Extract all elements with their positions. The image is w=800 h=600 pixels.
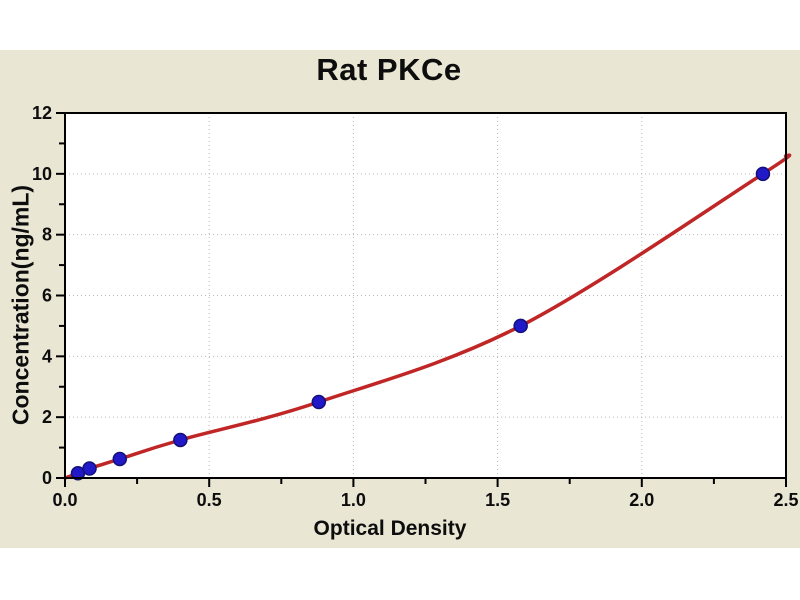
x-tick-label: 2.5 <box>773 490 798 510</box>
data-point <box>173 432 188 448</box>
data-point <box>82 461 97 476</box>
x-tick-label: 1.5 <box>485 490 510 510</box>
plot-frame <box>64 112 787 479</box>
y-tick-label: 4 <box>42 346 52 366</box>
chart-title: Rat PKCe <box>316 52 462 87</box>
x-tick-label: 2.0 <box>629 490 654 510</box>
x-tick-label: 0.0 <box>52 490 77 510</box>
y-tick-label: 12 <box>32 103 52 123</box>
x-tick-label: 1.0 <box>341 490 366 510</box>
data-point <box>112 451 128 467</box>
data-point <box>513 318 528 334</box>
y-tick-label: 10 <box>32 164 52 184</box>
y-axis-label: Concentration(ng/mL) <box>7 184 34 426</box>
x-tick-label: 0.5 <box>197 490 222 510</box>
y-tick-label: 6 <box>42 286 52 306</box>
y-tick-label: 0 <box>42 468 52 488</box>
x-axis-label: Optical Density <box>313 517 467 540</box>
y-tick-label: 8 <box>42 225 52 245</box>
y-tick-label: 2 <box>42 407 52 427</box>
data-point <box>311 394 327 410</box>
data-point <box>755 166 771 182</box>
